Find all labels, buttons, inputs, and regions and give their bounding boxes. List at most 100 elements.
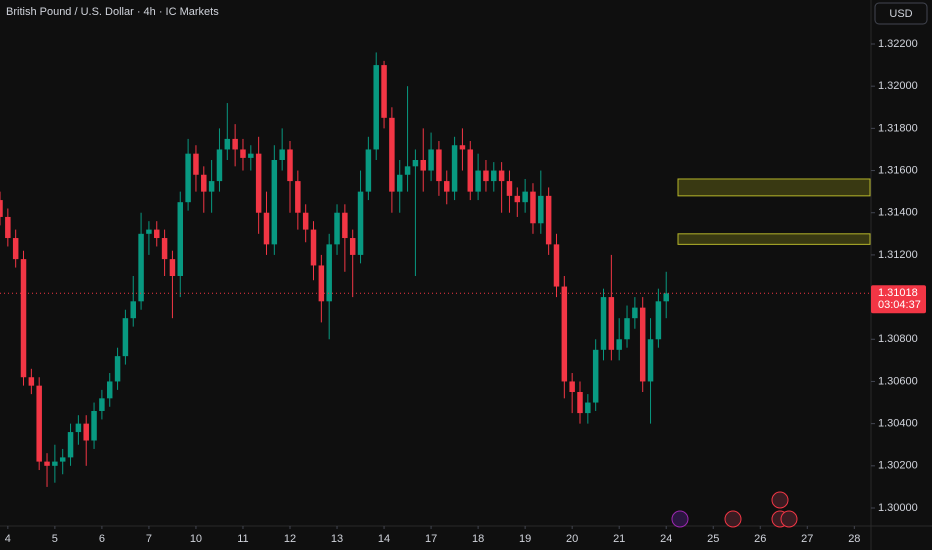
x-tick-label: 25 [707, 533, 719, 545]
x-tick-label: 14 [378, 533, 390, 545]
candle-body [59, 457, 66, 462]
candle-body [592, 349, 599, 403]
candle-body [357, 191, 364, 255]
x-tick-label: 6 [99, 533, 105, 545]
x-tick-label: 21 [613, 533, 625, 545]
candle-body [506, 181, 513, 196]
candle-body [420, 160, 426, 171]
candle-body [138, 233, 144, 302]
candle-body [161, 238, 168, 260]
x-tick-label: 5 [52, 533, 58, 545]
candle-body [616, 339, 622, 350]
current-price-label: 1.31018 [878, 287, 918, 299]
candle-body [608, 297, 615, 350]
candle-body [279, 149, 285, 160]
candle-body [44, 461, 50, 466]
candle-body [585, 402, 591, 414]
candle-body [459, 145, 466, 150]
x-tick-label: 18 [472, 533, 484, 545]
x-tick-label: 13 [331, 533, 343, 545]
candle-body [169, 259, 176, 276]
candle-body [0, 200, 3, 217]
candle-body [373, 65, 379, 150]
candle-body [52, 461, 58, 466]
candle-body [263, 212, 270, 245]
candle-body [295, 181, 301, 213]
x-tick-label: 12 [284, 533, 296, 545]
candle-body [404, 166, 411, 175]
candle-body [655, 301, 662, 340]
zone [677, 178, 871, 197]
event-icon[interactable] [771, 491, 789, 509]
event-icon[interactable] [724, 510, 742, 528]
x-tick-label: 19 [519, 533, 531, 545]
candle-body [106, 381, 113, 399]
candle-body [396, 174, 403, 192]
candle-body [5, 216, 11, 239]
candle-body [600, 297, 607, 350]
candle-body [130, 301, 136, 319]
x-tick-label: 26 [754, 533, 766, 545]
candle-body [467, 149, 474, 192]
candle-body [36, 385, 42, 462]
candle-body [99, 398, 105, 411]
current-price-box [871, 285, 926, 314]
candle-body [428, 149, 434, 171]
event-icons [671, 491, 798, 528]
candle-body [483, 170, 489, 182]
y-tick-label: 1.32000 [878, 80, 918, 92]
candle-body [475, 170, 481, 192]
x-tick-label: 4 [5, 533, 11, 545]
candle-body [248, 153, 254, 158]
candle-body [208, 181, 215, 192]
candle-body [83, 423, 89, 441]
candle-body [146, 229, 152, 234]
plot-area [0, 52, 871, 487]
candle-body [201, 174, 207, 192]
chart-title: British Pound / U.S. Dollar · 4h · IC Ma… [6, 6, 219, 18]
candle-body [334, 212, 340, 245]
candle-body [154, 229, 160, 239]
candle-body [287, 149, 293, 182]
y-tick-label: 1.31800 [878, 122, 918, 134]
currency-button[interactable] [874, 2, 928, 25]
candle-body [639, 307, 646, 382]
x-tick-label: 7 [146, 533, 152, 545]
candle-body [530, 191, 536, 224]
x-tick-label: 17 [425, 533, 437, 545]
candle-body [624, 318, 630, 340]
candle-body [20, 259, 27, 378]
candle-body [545, 195, 552, 245]
candle-body [436, 149, 442, 182]
candle-body [318, 265, 325, 302]
event-icon[interactable] [780, 510, 798, 528]
candle-body [75, 423, 82, 433]
candle-body [365, 149, 372, 192]
y-tick-label: 1.31600 [878, 164, 918, 176]
candle-body [577, 392, 583, 414]
axes: 1.30000 1.30200 1.30400 1.30600 1.30800 1.310… [5, 38, 926, 545]
candle-body [255, 153, 262, 213]
candle-body [177, 202, 184, 276]
candle-body [569, 381, 575, 392]
x-tick-label: 11 [237, 533, 248, 545]
event-icon[interactable] [671, 510, 689, 528]
candle-body [632, 307, 638, 319]
y-tick-label: 1.30400 [878, 418, 918, 430]
candle-body [412, 160, 419, 167]
candle-body [491, 170, 497, 182]
y-tick-label: 1.31400 [878, 207, 918, 219]
candle-body [216, 149, 223, 182]
y-tick-label: 1.32200 [878, 38, 918, 50]
candle-body [451, 145, 458, 192]
candle-body [561, 286, 568, 382]
currency-label[interactable]: USD [889, 8, 912, 20]
candle-body [28, 377, 35, 386]
candle-body [522, 191, 528, 203]
y-tick-label: 1.30200 [878, 460, 918, 472]
candle-body [444, 181, 450, 192]
candle-body [310, 229, 317, 266]
y-tick-label: 1.30000 [878, 502, 918, 514]
candle-body [647, 339, 654, 382]
